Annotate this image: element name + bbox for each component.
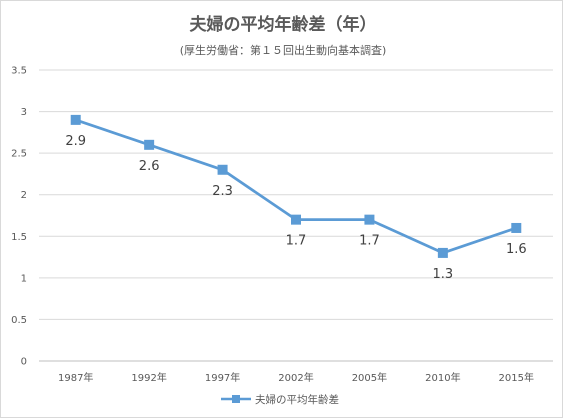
data-label: 1.7 <box>359 234 380 249</box>
data-point-marker <box>70 114 81 125</box>
y-tick-label: 1.5 <box>11 232 27 243</box>
legend: 夫婦の平均年齢差 <box>221 393 339 406</box>
data-label: 1.3 <box>433 267 454 282</box>
data-label: 1.6 <box>506 242 527 257</box>
x-tick-label: 1992年 <box>131 371 166 384</box>
x-axis: 1987年 1992年 1997年 2002年 2005年 2010年 2015年 <box>58 371 534 384</box>
data-point-marker <box>364 214 375 225</box>
y-axis: 0 0.5 1 1.5 2 2.5 3 3.5 <box>11 66 27 368</box>
y-tick-label: 2 <box>21 190 27 201</box>
data-labels: 2.9 2.6 2.3 1.7 1.7 1.3 1.6 <box>65 134 526 282</box>
y-tick-label: 1 <box>21 273 27 284</box>
legend-marker-swatch <box>232 395 240 403</box>
x-tick-label: 2010年 <box>425 371 460 384</box>
data-label: 2.9 <box>65 134 86 149</box>
x-tick-label: 1997年 <box>205 371 240 384</box>
y-tick-label: 3 <box>21 107 27 118</box>
data-point-marker <box>217 164 228 175</box>
x-tick-label: 2005年 <box>352 371 387 384</box>
gridlines <box>39 69 553 362</box>
y-tick-label: 0.5 <box>11 315 27 326</box>
y-tick-label: 0 <box>21 357 27 368</box>
data-label: 2.3 <box>212 184 233 199</box>
legend-label: 夫婦の平均年齢差 <box>255 393 339 406</box>
data-label: 2.6 <box>139 159 160 174</box>
y-tick-label: 2.5 <box>11 149 27 160</box>
y-tick-label: 3.5 <box>11 66 27 77</box>
data-point-marker <box>437 247 448 258</box>
data-point-marker <box>511 222 522 233</box>
data-point-marker <box>291 214 301 225</box>
chart-title: 夫婦の平均年齢差（年） <box>190 14 377 35</box>
x-tick-label: 1987年 <box>58 371 93 384</box>
x-tick-label: 2002年 <box>278 371 313 384</box>
chart-subtitle: (厚生労働省：第１５回出生動向基本調査) <box>180 43 387 57</box>
x-tick-label: 2015年 <box>499 371 534 384</box>
data-label: 1.7 <box>286 234 307 249</box>
series-group <box>70 114 522 258</box>
data-point-marker <box>144 139 155 150</box>
